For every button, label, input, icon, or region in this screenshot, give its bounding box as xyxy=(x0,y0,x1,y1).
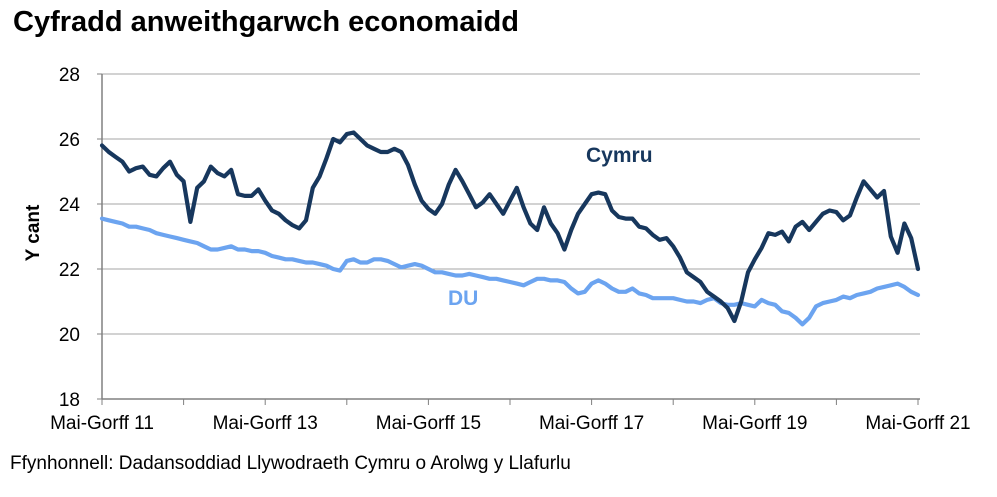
series-lines xyxy=(99,130,921,327)
x-tick-label-2: Mai-Gorff 13 xyxy=(213,413,318,434)
y-tick-label-22: 22 xyxy=(59,260,80,281)
y-tick-label-20: 20 xyxy=(59,325,80,346)
y-tick-label-24: 24 xyxy=(59,195,81,216)
x-tick-label-1: Mai-Gorff 11 xyxy=(50,413,154,434)
du-line xyxy=(99,216,921,327)
cymru-line xyxy=(99,130,921,324)
cymru-series-label: Cymru xyxy=(586,144,653,167)
du-series-label: DU xyxy=(448,287,479,310)
x-tick-label-3: Mai-Gorff 15 xyxy=(376,413,481,434)
chart-title: Cyfradd anweithgarwch economaidd xyxy=(13,6,519,38)
x-tick-label-5: Mai-Gorff 19 xyxy=(702,413,807,434)
gridlines xyxy=(102,73,920,335)
x-axis-ticks xyxy=(101,399,919,405)
y-tick-label-26: 26 xyxy=(59,130,80,151)
axes xyxy=(97,73,920,400)
x-tick-label-6: Mai-Gorff 21 xyxy=(865,413,970,434)
y-tick-label-28: 28 xyxy=(59,65,80,86)
x-tick-label-4: Mai-Gorff 17 xyxy=(539,413,644,434)
x-tick-labels: Mai-Gorff 11 Mai-Gorff 13 Mai-Gorff 15 Mai-… xyxy=(50,413,971,434)
y-tick-label-18: 18 xyxy=(59,390,80,411)
y-tick-labels: 18 20 22 24 26 28 xyxy=(59,65,81,411)
source-note: Ffynhonnell: Dadansoddiad Llywodraeth Cy… xyxy=(10,453,571,474)
